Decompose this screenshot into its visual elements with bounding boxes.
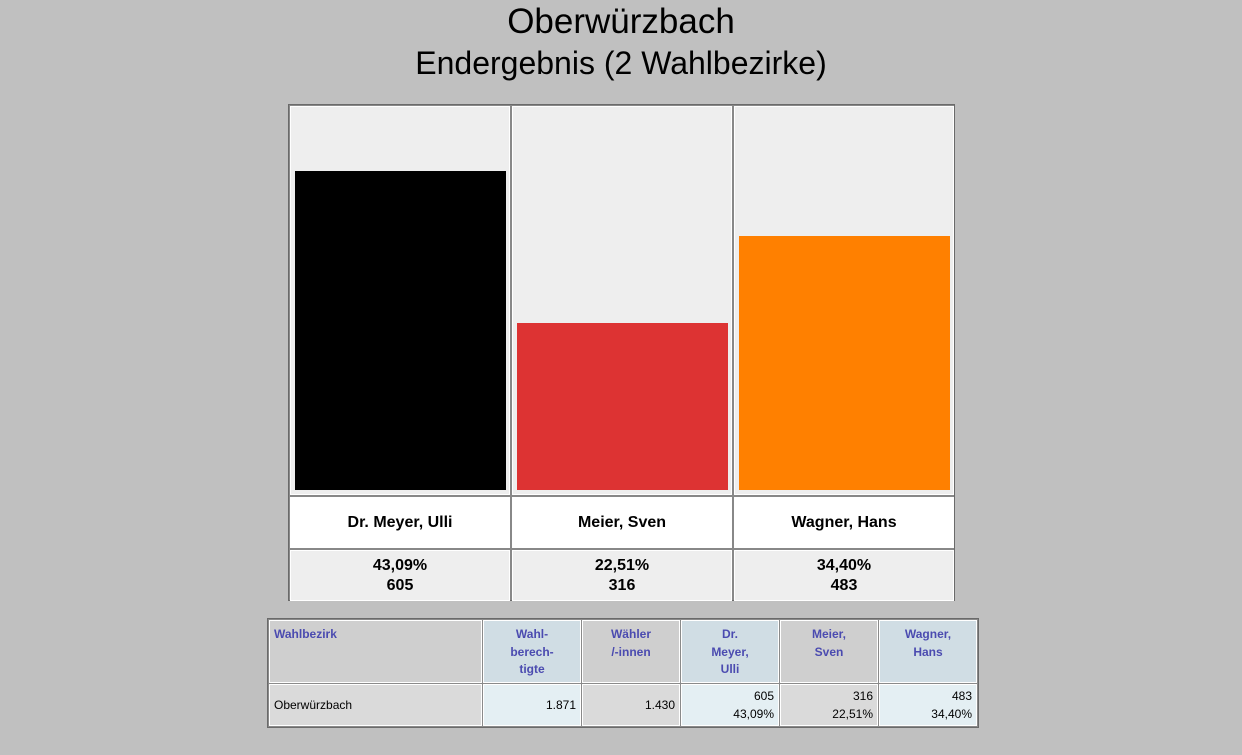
plot-area bbox=[290, 106, 510, 495]
candidate-result-label: 43,09% 605 bbox=[290, 550, 510, 601]
header-voters: Wähler /-innen bbox=[582, 620, 680, 683]
header-candidate-wagner: Wagner, Hans bbox=[879, 620, 977, 683]
votes-label: 605 bbox=[386, 576, 414, 594]
page-subtitle: Endergebnis (2 Wahlbezirke) bbox=[415, 45, 827, 81]
header-candidate-meier: Meier, Sven bbox=[780, 620, 878, 683]
candidate-meyer-cell: 605 43,09% bbox=[681, 683, 779, 726]
bar bbox=[517, 323, 728, 490]
header-district: Wahlbezirk bbox=[269, 620, 482, 683]
results-bar-chart: Dr. Meyer, Ulli 43,09% 605 Meier, Sven 2… bbox=[288, 104, 955, 601]
page-title: Oberwürzbach bbox=[507, 2, 735, 41]
candidate-wagner-cell: 483 34,40% bbox=[879, 683, 977, 726]
header-candidate-meyer: Dr. Meyer, Ulli bbox=[681, 620, 779, 683]
percent-label: 43,09% bbox=[372, 556, 428, 574]
percent-label: 34,40% bbox=[816, 556, 872, 574]
candidate-name-label: Wagner, Hans bbox=[734, 497, 954, 548]
voters-cell: 1.430 bbox=[582, 683, 680, 726]
votes-label: 316 bbox=[608, 576, 636, 594]
votes-label: 483 bbox=[830, 576, 858, 594]
candidate-meier-cell: 316 22,51% bbox=[780, 683, 878, 726]
candidate-result-label: 34,40% 483 bbox=[734, 550, 954, 601]
table-header-row: Wahlbezirk Wahl- berech- tigte Wähler /-… bbox=[269, 620, 977, 683]
header-eligible: Wahl- berech- tigte bbox=[483, 620, 581, 683]
district-name-link[interactable]: Oberwürzbach bbox=[269, 683, 482, 726]
plot-area bbox=[734, 106, 954, 495]
results-table: Wahlbezirk Wahl- berech- tigte Wähler /-… bbox=[267, 618, 979, 728]
bar bbox=[739, 236, 950, 490]
candidate-name-label: Meier, Sven bbox=[512, 497, 732, 548]
percent-label: 22,51% bbox=[594, 556, 650, 574]
candidate-result-label: 22,51% 316 bbox=[512, 550, 732, 601]
candidate-name-label: Dr. Meyer, Ulli bbox=[290, 497, 510, 548]
table-row: Oberwürzbach 1.871 1.430 605 43,09% 316 … bbox=[269, 683, 977, 726]
eligible-cell: 1.871 bbox=[483, 683, 581, 726]
bar bbox=[295, 171, 506, 490]
plot-area bbox=[512, 106, 732, 495]
